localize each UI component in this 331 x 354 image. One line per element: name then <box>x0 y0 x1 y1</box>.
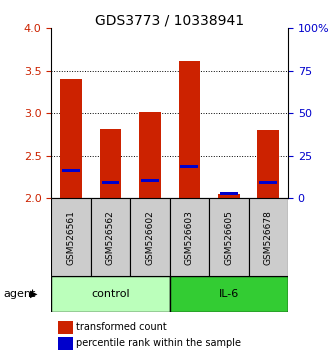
Text: GSM526605: GSM526605 <box>224 210 233 265</box>
Text: ▶: ▶ <box>30 289 37 299</box>
Text: transformed count: transformed count <box>76 322 167 332</box>
Text: GSM526562: GSM526562 <box>106 210 115 264</box>
Bar <box>91 198 130 276</box>
Bar <box>169 276 288 312</box>
Bar <box>51 198 91 276</box>
Text: GSM526561: GSM526561 <box>67 210 75 265</box>
Bar <box>260 181 277 184</box>
Bar <box>60 79 82 198</box>
Text: IL-6: IL-6 <box>219 289 239 299</box>
Bar <box>220 192 238 195</box>
Text: agent: agent <box>3 289 36 299</box>
Bar <box>169 198 209 276</box>
Bar <box>249 198 288 276</box>
Bar <box>218 194 240 198</box>
Bar <box>209 198 249 276</box>
Bar <box>62 169 80 172</box>
Bar <box>130 198 169 276</box>
Text: control: control <box>91 289 130 299</box>
Bar <box>100 129 121 198</box>
Text: GSM526602: GSM526602 <box>145 210 155 264</box>
Bar <box>258 130 279 198</box>
Text: GSM526678: GSM526678 <box>264 210 273 265</box>
Bar <box>51 276 169 312</box>
Bar <box>180 165 198 168</box>
Title: GDS3773 / 10338941: GDS3773 / 10338941 <box>95 13 244 27</box>
Bar <box>102 182 119 184</box>
Text: percentile rank within the sample: percentile rank within the sample <box>76 338 241 348</box>
Bar <box>141 179 159 182</box>
Bar <box>178 61 200 198</box>
Bar <box>139 113 161 198</box>
Text: GSM526603: GSM526603 <box>185 210 194 265</box>
